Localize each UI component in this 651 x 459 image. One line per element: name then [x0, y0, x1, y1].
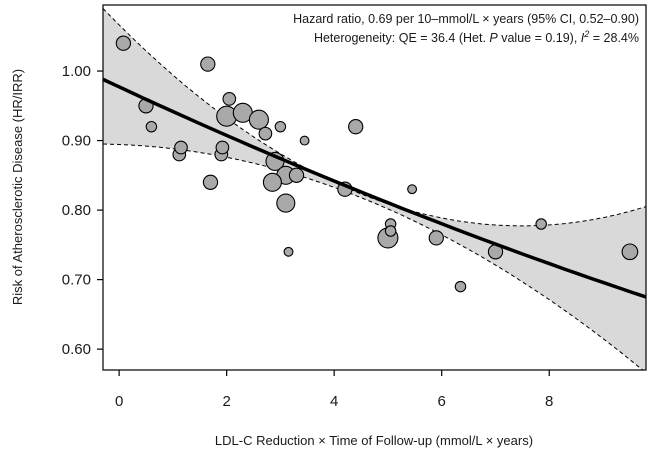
y-axis-title: Risk of Atherosclerotic Disease (HR/IRR) [10, 69, 25, 305]
study-point [115, 35, 132, 51]
het-sup: 2 [583, 29, 589, 39]
study-point [262, 172, 282, 192]
study-point [248, 109, 269, 130]
confidence-band [103, 8, 646, 370]
study-point [407, 184, 418, 195]
plot-frame [102, 4, 647, 371]
study-point [258, 126, 273, 141]
study-point [621, 243, 639, 261]
study-point [200, 56, 216, 72]
annotation-hazard-ratio: Hazard ratio, 0.69 per 10–mmol/L × years… [293, 12, 639, 26]
x-tick-label: 2 [222, 393, 230, 410]
study-point [276, 193, 296, 213]
study-points [115, 35, 639, 293]
het-p: P [489, 31, 498, 45]
x-tick-label: 8 [545, 393, 553, 410]
axes: 0 2 4 6 8 0.60 0.70 0.80 0.90 1.00 [62, 63, 554, 410]
y-tick-label: 0.60 [62, 341, 91, 358]
y-tick-label: 0.70 [62, 272, 91, 289]
het-mid: value = 0.19), [498, 31, 581, 45]
study-point [274, 120, 287, 133]
het-prefix: Heterogeneity: QE = 36.4 (Het. [314, 31, 489, 45]
study-point [288, 167, 305, 183]
study-point [174, 140, 188, 155]
study-point [454, 280, 467, 293]
x-tick-label: 0 [115, 393, 123, 410]
study-point [145, 120, 158, 133]
x-tick-label: 6 [438, 393, 446, 410]
study-point [535, 218, 547, 230]
y-tick-label: 0.90 [62, 133, 91, 150]
study-point [348, 119, 364, 135]
het-suffix: = 28.4% [589, 31, 639, 45]
ci-upper-line [103, 8, 646, 227]
study-point [384, 225, 397, 237]
study-point [428, 230, 444, 246]
study-point [299, 135, 310, 146]
regression-line [103, 77, 646, 299]
study-point [283, 246, 294, 257]
study-point [215, 140, 230, 155]
study-point [202, 174, 219, 190]
y-tick-label: 1.00 [62, 63, 91, 80]
het-i: I [581, 31, 585, 45]
y-tick-label: 0.80 [62, 202, 91, 219]
plot-area [102, 4, 647, 371]
x-axis-title: LDL-C Reduction × Time of Follow-up (mmo… [215, 433, 533, 448]
x-tick-label: 4 [330, 393, 338, 410]
study-point [222, 92, 237, 106]
annotation-heterogeneity: Heterogeneity: QE = 36.4 (Het. P value =… [314, 29, 639, 45]
